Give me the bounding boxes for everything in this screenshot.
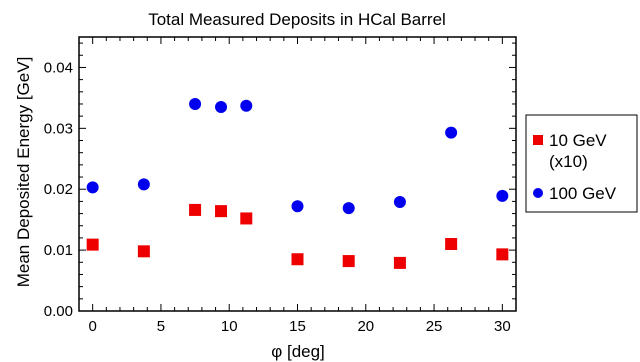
data-point-circle bbox=[342, 202, 355, 215]
data-points bbox=[86, 97, 509, 269]
data-point-square bbox=[137, 245, 150, 258]
data-point-square bbox=[445, 238, 458, 251]
x-tick-label: 15 bbox=[289, 318, 306, 335]
axis-ticks: 0 5 10 15 20 25 30 0.00 0.01 0.02 0.03 0.04 bbox=[44, 37, 517, 335]
data-point-square bbox=[496, 248, 509, 261]
data-point-square bbox=[215, 205, 228, 218]
x-tick-label: 0 bbox=[88, 318, 96, 335]
legend-label: 100 GeV bbox=[549, 184, 617, 203]
data-point-circle bbox=[291, 200, 304, 213]
data-point-square bbox=[86, 238, 99, 251]
x-axis-label: φ [deg] bbox=[271, 342, 325, 361]
data-point-circle bbox=[86, 181, 99, 194]
data-point-circle bbox=[137, 178, 150, 191]
data-point-square bbox=[393, 256, 406, 269]
data-point-square bbox=[240, 212, 253, 225]
plot-frame bbox=[78, 36, 517, 312]
data-point-square bbox=[291, 253, 304, 266]
data-point-circle bbox=[215, 101, 228, 114]
y-tick-label: 0.01 bbox=[44, 242, 73, 259]
y-tick-label: 0.03 bbox=[44, 120, 73, 137]
data-point-circle bbox=[240, 99, 253, 112]
legend-marker-square bbox=[533, 135, 543, 145]
y-tick-label: 0.02 bbox=[44, 181, 73, 198]
x-tick-label: 25 bbox=[426, 318, 443, 335]
y-tick-label: 0.00 bbox=[44, 303, 73, 320]
x-tick-label: 10 bbox=[221, 318, 238, 335]
x-tick-label: 30 bbox=[494, 318, 511, 335]
y-axis-label: Mean Deposited Energy [GeV] bbox=[14, 57, 33, 288]
chart-title: Total Measured Deposits in HCal Barrel bbox=[148, 10, 446, 29]
legend-marker-circle bbox=[533, 188, 543, 198]
data-point-square bbox=[189, 203, 202, 216]
data-point-square bbox=[342, 255, 355, 268]
data-point-circle bbox=[393, 196, 406, 209]
x-tick-label: 20 bbox=[357, 318, 374, 335]
data-point-circle bbox=[445, 126, 458, 139]
legend-label: (x10) bbox=[549, 152, 588, 171]
y-tick-label: 0.04 bbox=[44, 59, 73, 76]
data-point-circle bbox=[496, 189, 509, 202]
legend: 10 GeV (x10) 100 GeV bbox=[525, 114, 638, 213]
data-point-circle bbox=[189, 97, 202, 110]
legend-label: 10 GeV bbox=[549, 131, 607, 150]
x-tick-label: 5 bbox=[157, 318, 165, 335]
legend-box bbox=[525, 114, 638, 213]
